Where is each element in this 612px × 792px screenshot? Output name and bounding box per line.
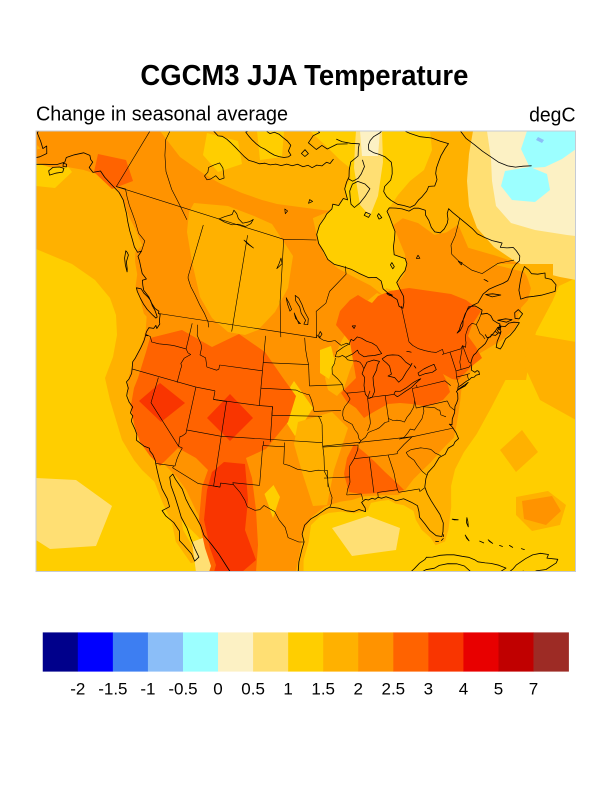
- svg-text:-1: -1: [140, 680, 155, 699]
- svg-text:1.5: 1.5: [311, 680, 335, 699]
- svg-text:-0.5: -0.5: [168, 680, 197, 699]
- svg-text:-2: -2: [70, 680, 85, 699]
- svg-text:Change in seasonal average: Change in seasonal average: [36, 103, 288, 125]
- svg-text:CGCM3 JJA Temperature: CGCM3 JJA Temperature: [140, 60, 468, 92]
- svg-text:7: 7: [529, 680, 538, 699]
- svg-text:4: 4: [459, 680, 468, 699]
- svg-text:2.5: 2.5: [381, 680, 405, 699]
- svg-text:5: 5: [494, 680, 503, 699]
- svg-text:1: 1: [283, 680, 292, 699]
- svg-text:0.5: 0.5: [241, 680, 265, 699]
- svg-text:degC: degC: [529, 104, 575, 126]
- svg-text:-1.5: -1.5: [98, 680, 127, 699]
- svg-text:0: 0: [213, 680, 222, 699]
- svg-text:2: 2: [354, 680, 363, 699]
- svg-text:3: 3: [424, 680, 433, 699]
